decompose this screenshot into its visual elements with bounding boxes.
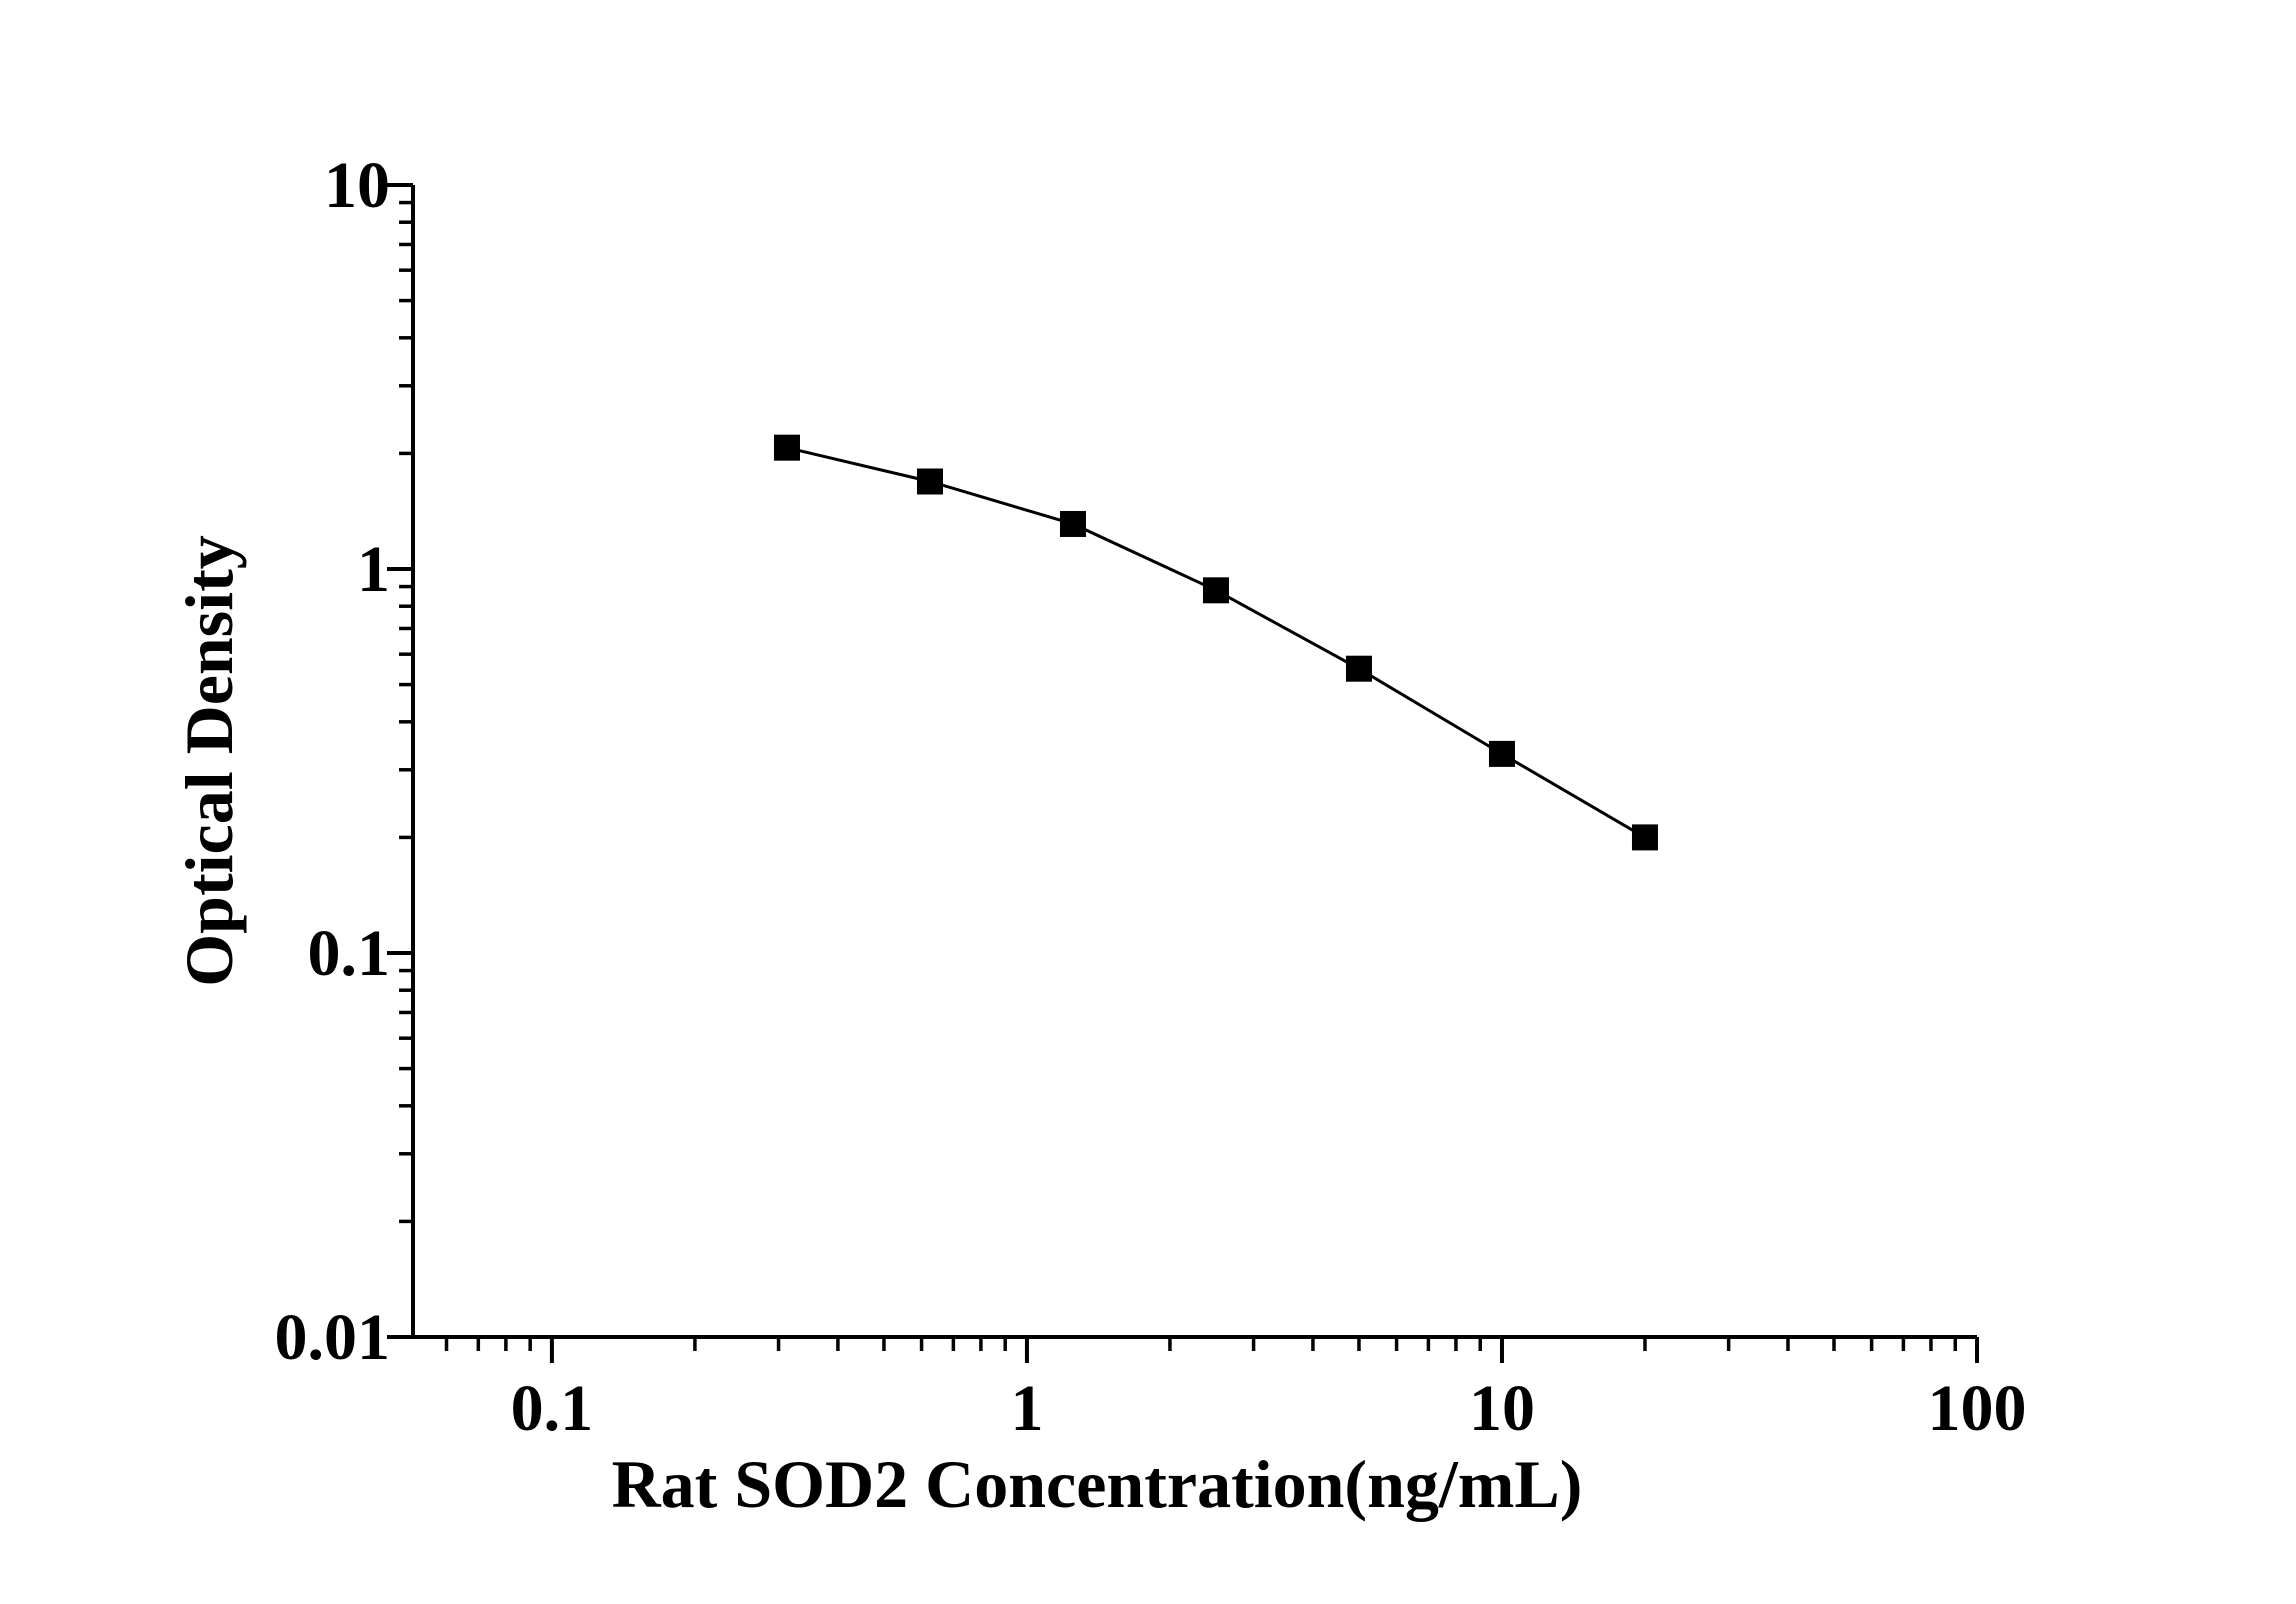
data-point-marker [916, 468, 943, 495]
x-tick-label: 10 [1469, 1372, 1535, 1445]
data-point-marker [1202, 577, 1229, 604]
data-point-marker [1488, 740, 1515, 767]
data-point-marker [773, 434, 800, 461]
data-point-marker [1059, 510, 1086, 537]
series-line [786, 446, 1646, 839]
data-point-marker [1631, 824, 1658, 851]
y-tick-label: 10 [324, 149, 390, 222]
plot-area: 0.1 1 10 100 10 1 0.1 0.01 [275, 149, 2027, 1445]
axis-frame [411, 185, 1977, 1339]
x-tick-label: 1 [1010, 1372, 1043, 1445]
y-axis-title: Optical Density [171, 535, 247, 986]
data-point-marker [1345, 655, 1372, 682]
x-tick-label: 100 [1928, 1372, 2027, 1445]
x-tick-label: 0.1 [511, 1372, 594, 1445]
x-axis-title: Rat SOD2 Concentration(ng/mL) [612, 1446, 1583, 1522]
y-tick-label: 1 [357, 533, 390, 606]
y-tick-label: 0.01 [275, 1301, 391, 1374]
y-tick-label: 0.1 [308, 917, 391, 990]
